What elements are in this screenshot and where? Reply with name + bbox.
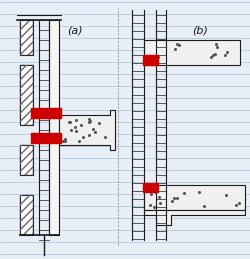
Text: (b): (b) <box>192 25 208 35</box>
Bar <box>144 40 240 65</box>
Bar <box>20 65 33 125</box>
Bar <box>144 185 245 210</box>
Bar <box>20 145 33 175</box>
Polygon shape <box>143 55 158 65</box>
Bar <box>49 20 59 235</box>
Polygon shape <box>144 210 245 225</box>
Bar <box>20 195 33 235</box>
Polygon shape <box>31 133 61 143</box>
Polygon shape <box>59 110 115 150</box>
Polygon shape <box>31 108 61 118</box>
Bar <box>20 20 33 55</box>
Polygon shape <box>143 183 158 192</box>
Text: (a): (a) <box>67 25 83 35</box>
